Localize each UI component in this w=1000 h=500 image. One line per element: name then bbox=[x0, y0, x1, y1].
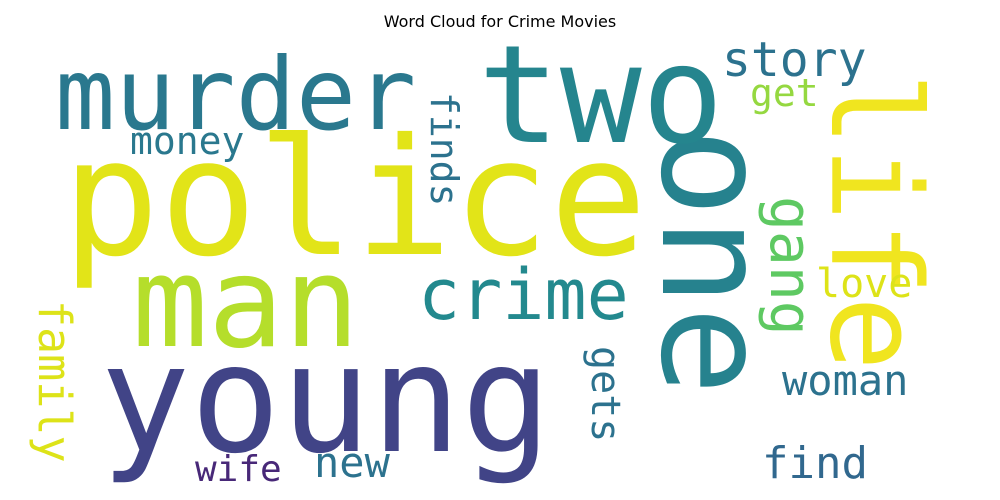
word-one: one bbox=[628, 128, 800, 396]
chart-title: Word Cloud for Crime Movies bbox=[383, 12, 617, 31]
word-police: police bbox=[62, 105, 648, 293]
word-two: two bbox=[478, 17, 724, 175]
word-story: story bbox=[722, 32, 867, 88]
word-life: life bbox=[802, 72, 946, 371]
word-young: young bbox=[100, 313, 552, 487]
word-wife: wife bbox=[195, 449, 282, 490]
word-gets: gets bbox=[582, 346, 628, 443]
word-find: find bbox=[762, 438, 868, 489]
word-get: get bbox=[750, 71, 819, 115]
word-murder: murder bbox=[55, 36, 417, 153]
word-money: money bbox=[130, 119, 245, 163]
word-woman: woman bbox=[782, 356, 909, 405]
word-family: family bbox=[28, 300, 81, 463]
word-finds: finds bbox=[422, 92, 466, 207]
word-man: man bbox=[132, 229, 360, 376]
word-gang: gang bbox=[757, 196, 825, 336]
word-crime: crime bbox=[418, 254, 629, 336]
word-love: love bbox=[816, 261, 913, 307]
word-new: new bbox=[314, 438, 390, 487]
